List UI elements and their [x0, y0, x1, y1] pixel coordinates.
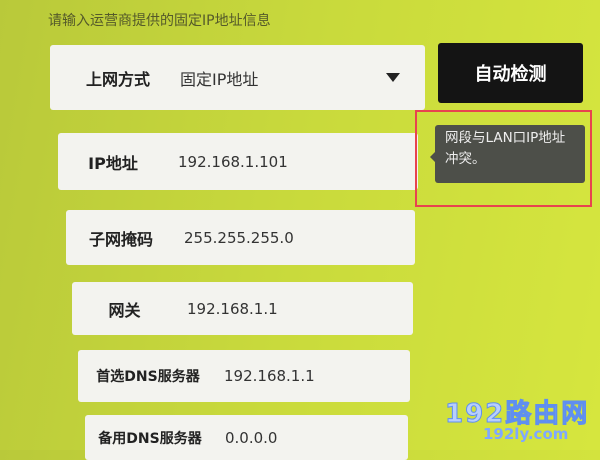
- ip-address-label: IP地址: [88, 153, 138, 173]
- highlight-box: [415, 110, 592, 207]
- connection-type-select[interactable]: 上网方式 固定IP地址: [50, 45, 425, 110]
- gateway-label: 网关: [108, 300, 141, 320]
- subnet-mask-label: 子网掩码: [88, 229, 153, 249]
- subnet-mask-input[interactable]: 255.255.255.0: [184, 228, 294, 247]
- auto-detect-button[interactable]: 自动检测: [438, 43, 583, 103]
- secondary-dns-input[interactable]: 0.0.0.0: [225, 428, 278, 447]
- watermark-url: 192ly.com: [483, 425, 569, 443]
- instruction-text: 请输入运营商提供的固定IP地址信息: [48, 13, 271, 29]
- secondary-dns-field[interactable]: 备用DNS服务器 0.0.0.0: [85, 415, 408, 460]
- secondary-dns-label: 备用DNS服务器: [98, 430, 202, 447]
- subnet-mask-field[interactable]: 子网掩码 255.255.255.0: [66, 210, 415, 265]
- gateway-input[interactable]: 192.168.1.1: [187, 299, 278, 318]
- primary-dns-field[interactable]: 首选DNS服务器 192.168.1.1: [78, 350, 410, 402]
- gateway-field[interactable]: 网关 192.168.1.1: [72, 282, 413, 335]
- triangle-down-icon: [386, 73, 400, 82]
- connection-type-label: 上网方式: [85, 69, 150, 89]
- ip-address-input[interactable]: 192.168.1.101: [178, 152, 288, 171]
- primary-dns-input[interactable]: 192.168.1.1: [224, 367, 315, 385]
- watermark-logo: 192路由网: [444, 399, 590, 430]
- primary-dns-label: 首选DNS服务器: [96, 369, 200, 385]
- error-tooltip: 网段与LAN口IP地址冲突。: [430, 125, 585, 183]
- ip-address-field[interactable]: IP地址 192.168.1.101: [58, 133, 418, 190]
- connection-type-value: 固定IP地址: [180, 69, 259, 89]
